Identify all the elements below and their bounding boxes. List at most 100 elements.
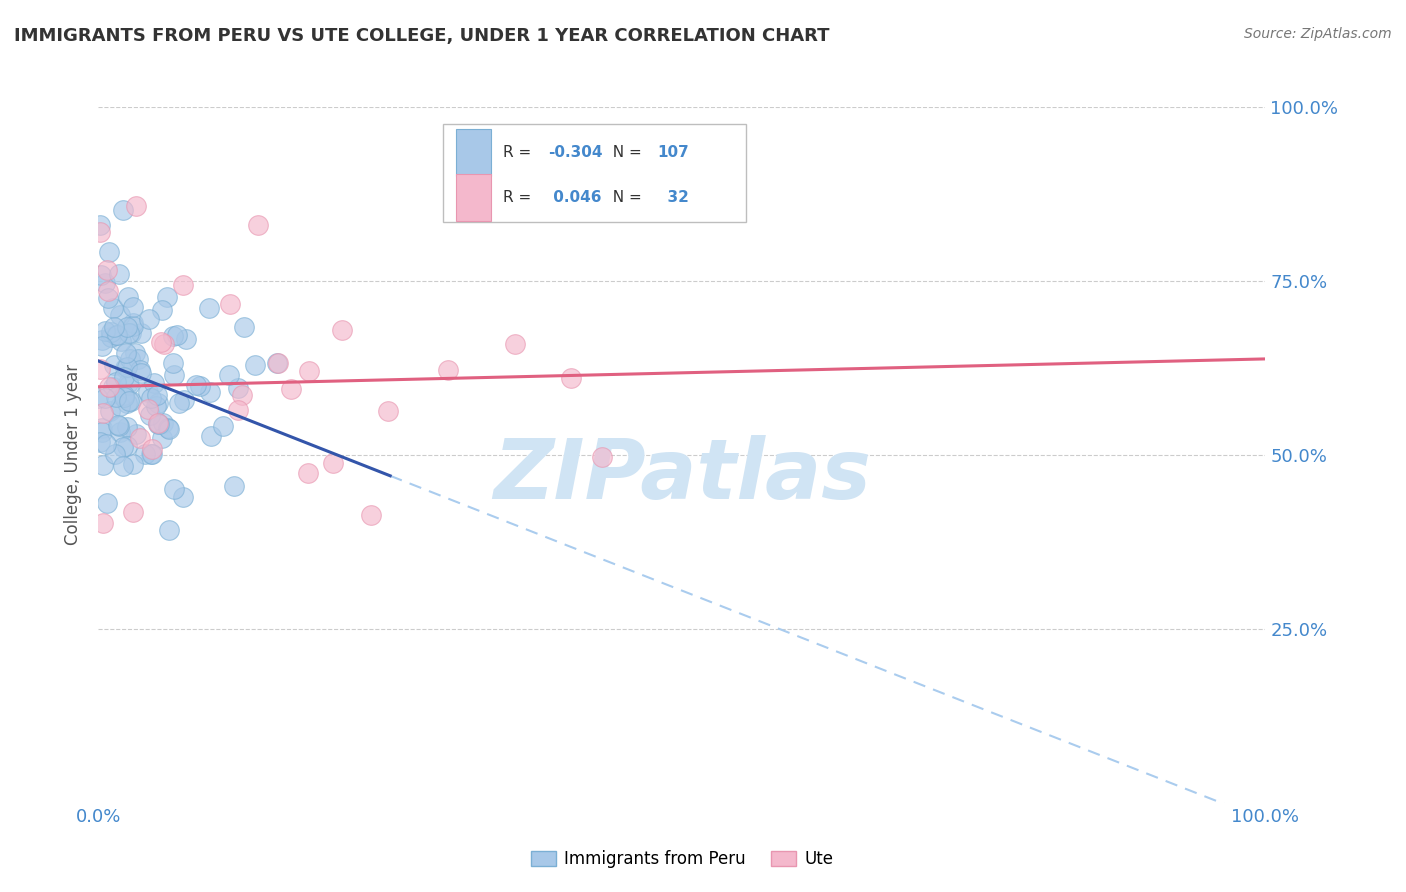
Point — [120, 394, 142, 409]
Point — [149, 335, 172, 350]
Point — [267, 356, 290, 370]
Point — [117, 376, 139, 391]
Point — [97, 291, 120, 305]
Point — [90, 425, 112, 439]
Point — [114, 360, 136, 375]
Point — [297, 466, 319, 480]
FancyBboxPatch shape — [456, 174, 491, 221]
Point — [280, 382, 302, 396]
Point — [122, 457, 145, 471]
Point — [117, 289, 139, 303]
Point — [90, 339, 112, 353]
Point — [266, 356, 288, 370]
Point — [200, 385, 222, 400]
Point — [141, 447, 163, 461]
Point — [105, 375, 128, 389]
Point — [139, 408, 162, 422]
Text: 107: 107 — [658, 145, 689, 160]
Point — [89, 225, 111, 239]
Point — [115, 420, 138, 434]
Point — [167, 396, 190, 410]
Point — [138, 385, 160, 400]
Point — [104, 327, 127, 342]
Point — [184, 378, 207, 392]
Point — [100, 325, 122, 339]
Point — [127, 352, 149, 367]
Point — [138, 311, 160, 326]
Point — [560, 370, 582, 384]
Point — [108, 267, 131, 281]
Text: N =: N = — [603, 190, 647, 205]
Point — [117, 393, 139, 408]
Point — [157, 421, 180, 435]
Point — [162, 356, 184, 370]
Point — [150, 302, 173, 317]
Point — [103, 358, 125, 372]
Point — [228, 381, 250, 395]
Point — [87, 392, 110, 406]
Point — [360, 508, 382, 522]
Point — [148, 416, 170, 430]
Point — [162, 328, 184, 343]
Point — [437, 363, 460, 377]
Point — [172, 278, 194, 293]
Point — [115, 439, 138, 453]
Text: IMMIGRANTS FROM PERU VS UTE COLLEGE, UNDER 1 YEAR CORRELATION CHART: IMMIGRANTS FROM PERU VS UTE COLLEGE, UND… — [14, 27, 830, 45]
Point — [105, 328, 128, 343]
Point — [98, 404, 121, 418]
Point — [108, 425, 131, 440]
FancyBboxPatch shape — [443, 124, 747, 222]
Legend: Immigrants from Peru, Ute: Immigrants from Peru, Ute — [524, 843, 839, 874]
Point — [104, 447, 127, 461]
Point — [94, 392, 117, 406]
Point — [128, 431, 150, 445]
Point — [246, 218, 269, 232]
Point — [91, 421, 114, 435]
Point — [104, 390, 127, 404]
Point — [219, 297, 242, 311]
Point — [118, 352, 141, 367]
Point — [122, 300, 145, 314]
Point — [152, 416, 174, 430]
Point — [89, 218, 111, 232]
Point — [377, 403, 399, 417]
Point — [94, 277, 117, 291]
Point — [152, 337, 174, 351]
Point — [115, 396, 138, 410]
Point — [146, 388, 169, 402]
Point — [129, 362, 152, 376]
Point — [107, 417, 129, 432]
Point — [96, 262, 118, 277]
Point — [124, 426, 146, 441]
Point — [96, 496, 118, 510]
Point — [150, 431, 173, 445]
Point — [141, 447, 163, 461]
Point — [148, 417, 170, 432]
Point — [93, 516, 115, 531]
Point — [163, 482, 186, 496]
Text: Source: ZipAtlas.com: Source: ZipAtlas.com — [1244, 27, 1392, 41]
Point — [156, 290, 179, 304]
Point — [157, 524, 180, 538]
Point — [212, 418, 235, 433]
Point — [108, 399, 131, 413]
Point — [115, 320, 138, 334]
Point — [136, 401, 159, 416]
Point — [90, 268, 112, 282]
Text: 0.046: 0.046 — [548, 190, 602, 205]
Point — [166, 328, 188, 343]
Point — [232, 319, 254, 334]
Point — [94, 324, 117, 338]
FancyBboxPatch shape — [456, 129, 491, 176]
Point — [231, 388, 253, 402]
Point — [125, 199, 148, 213]
Point — [118, 378, 141, 392]
Text: N =: N = — [603, 145, 647, 160]
Point — [243, 358, 266, 372]
Point — [90, 333, 112, 347]
Point — [118, 326, 141, 341]
Point — [103, 301, 125, 316]
Point — [330, 323, 353, 337]
Point — [98, 379, 121, 393]
Point — [172, 490, 194, 504]
